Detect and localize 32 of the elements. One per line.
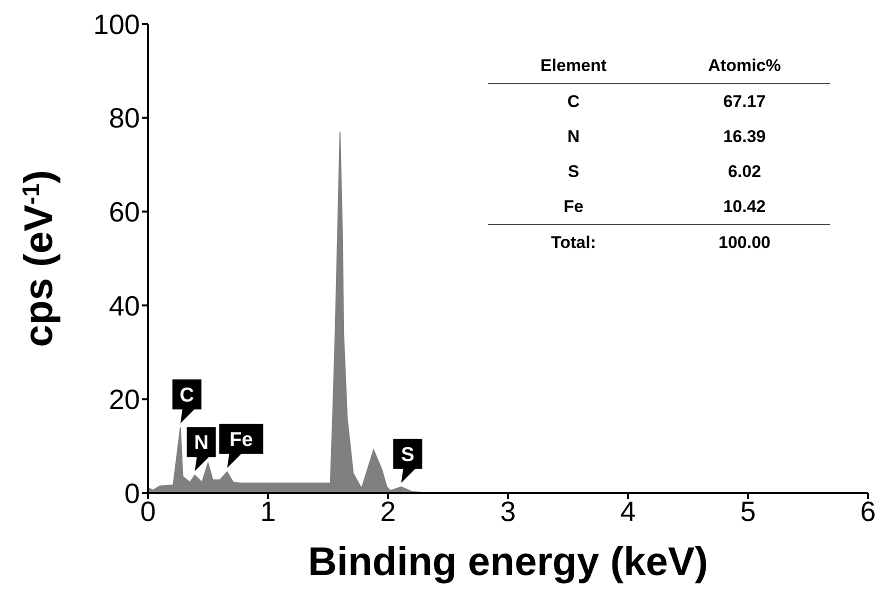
annotation: Atomic%	[707, 54, 782, 76]
y-tick-label: 100	[93, 8, 140, 40]
annotation: N	[566, 126, 581, 148]
x-tick-label: 5	[740, 496, 756, 527]
annotation: 6.02	[726, 160, 762, 182]
x-tick-label: 1	[260, 496, 276, 527]
x-tick-label: 4	[620, 496, 636, 527]
x-tick-label: 3	[500, 496, 516, 527]
annotation: N	[194, 432, 209, 454]
annotation: C	[566, 90, 581, 112]
annotation: 16.39	[722, 126, 767, 148]
annotation: Fe	[230, 428, 253, 451]
x-axis-title: Binding energy (keV)	[308, 540, 708, 584]
annotation: 10.42	[722, 196, 767, 218]
x-tick-label: 6	[860, 496, 876, 527]
callout: N	[186, 427, 216, 472]
annotation: 100.00	[718, 232, 772, 254]
y-tick-label: 40	[108, 290, 140, 322]
annotation: Total:	[550, 232, 597, 254]
callout: S	[393, 438, 422, 483]
annotation: C	[180, 384, 194, 406]
annotation: S	[566, 160, 580, 182]
x-tick-label: 2	[380, 496, 396, 527]
y-tick-label: 20	[108, 384, 140, 416]
annotation: 67.17	[722, 90, 767, 112]
callout: Fe	[219, 424, 264, 468]
y-tick-label: 80	[108, 102, 140, 134]
annotation: S	[401, 444, 414, 466]
annotation: Element	[539, 54, 608, 76]
y-tick-label: 60	[108, 196, 140, 228]
annotation: Fe	[562, 196, 584, 218]
callout: C	[172, 379, 202, 424]
